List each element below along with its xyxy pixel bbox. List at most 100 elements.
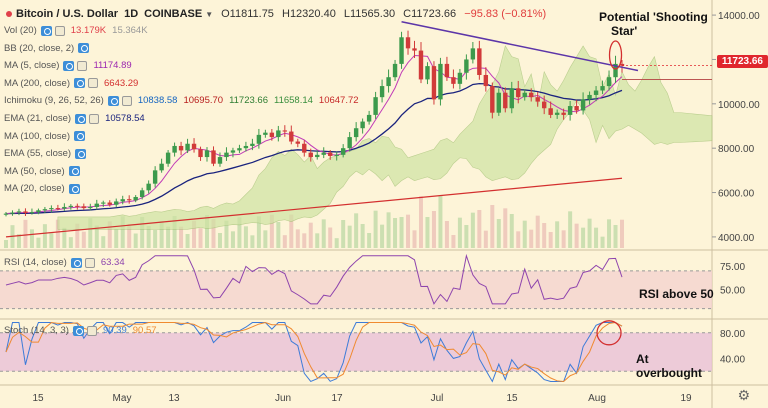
eye-icon[interactable] [70,257,82,268]
settings-gear-icon[interactable] [121,95,132,106]
volume-bar [431,211,436,248]
indicator-legend-row[interactable]: MA (5, close) 11174.89 [4,59,132,72]
volume-bar [529,229,534,248]
settings-gear-icon[interactable] [77,60,88,71]
settings-gear-icon[interactable]: ⚙ [737,387,750,403]
settings-gear-icon[interactable] [84,257,95,268]
settings-gear-icon[interactable] [89,113,100,124]
volume-bar [581,227,586,248]
candle-body [613,63,618,78]
settings-gear-icon[interactable] [54,25,65,36]
time-axis-tick: 15 [506,393,518,404]
indicator-label: MA (200, close) [4,77,70,89]
indicator-legend-row[interactable]: Ichimoku (9, 26, 52, 26) 10838.58 10695.70… [4,94,359,107]
rsi-band [0,270,712,309]
volume-bar [347,225,352,248]
eye-icon[interactable] [68,166,80,177]
volume-bar [412,230,417,248]
price-axis-tick: 8000.00 [718,144,755,155]
volume-bar [535,215,540,248]
candle-body [353,128,359,138]
volume-bar [503,208,508,248]
eye-icon[interactable] [75,148,87,159]
indicator-label: Vol (20) [4,25,37,36]
chevron-down-icon[interactable]: ▼ [205,9,214,19]
candle-body [165,152,171,164]
eye-icon[interactable] [40,25,52,36]
indicator-legend-row[interactable]: EMA (55, close) [4,147,87,160]
candle-body [340,148,346,155]
indicator-legend-row[interactable]: BB (20, close, 2) [4,42,90,55]
indicator-label: EMA (55, close) [4,148,72,160]
volume-bar [334,238,339,248]
candle-body [282,130,288,132]
volume-bar [243,226,248,248]
candle-body [36,210,41,213]
candle-body [139,190,145,197]
rsi-line [5,253,623,305]
candle-body [217,157,223,164]
indicator-legend-row[interactable]: Vol (20) 13.179K 15.364K [4,24,148,37]
candle-body [276,130,281,138]
settings-gear-icon[interactable] [86,325,97,336]
indicator-legend-row[interactable]: EMA (21, close) 10578.54 [4,112,145,125]
volume-bar [140,217,145,248]
stoch-axis-tick: 40.00 [720,354,745,365]
candle-body [457,72,463,84]
time-axis-tick: May [113,393,132,404]
overbought-highlight [596,320,622,346]
eye-icon[interactable] [107,95,119,106]
eye-icon[interactable] [74,131,85,142]
volume-bar [81,231,86,248]
stoch-k-value: 90.39 [102,325,127,336]
volume-bar [133,233,138,248]
candle-body [23,211,28,213]
volume-bar [36,237,41,248]
eye-icon[interactable] [75,113,87,124]
indicator-value: 10647.72 [318,95,359,107]
eye-icon[interactable] [72,325,84,336]
volume-bar [328,227,333,248]
settings-gear-icon[interactable] [88,78,98,89]
volume-bar [561,230,566,248]
candle-body [360,121,365,129]
eye-icon[interactable] [68,183,80,194]
indicator-legend-row[interactable]: MA (50, close) [4,165,80,178]
annotation-line: Potential 'Shooting [599,10,708,24]
candle-body [49,208,54,210]
eye-icon[interactable] [63,60,75,71]
candle-body [172,145,177,153]
volume-bar [418,196,423,248]
volume-bar [198,228,203,248]
volume-bar [496,219,501,248]
indicator-legend-row[interactable]: MA (20, close) [4,182,80,195]
eye-icon[interactable] [78,43,90,54]
timeframe-label[interactable]: 1D [124,8,139,20]
candle-body [574,106,579,111]
indicator-label: EMA (21, close) [4,113,72,124]
volume-bar [114,229,119,248]
volume-bar [600,236,605,248]
indicator-legend-row[interactable]: MA (200, close) 6643.29 [4,77,138,90]
volume-bar [516,231,521,248]
stoch-d-line [5,322,623,382]
symbol-title[interactable]: Bitcoin / U.S. Dollar [16,8,119,20]
volume-bar [341,220,346,248]
volume-bar [146,226,151,248]
time-axis-tick: 15 [32,393,44,404]
candle-body [191,143,197,150]
time-axis-tick: Aug [588,393,606,404]
candle-body [548,108,553,115]
candle-body [587,94,592,100]
eye-icon[interactable] [74,78,85,89]
candle-body [600,86,605,91]
candle-body [263,132,268,135]
candle-body [477,48,482,75]
indicator-legend-row[interactable]: MA (100, close) [4,130,85,143]
volume-bar [159,221,164,248]
indicator-value: 15.364K [112,25,148,36]
volume-bar [68,237,73,248]
candle-body [392,63,398,78]
